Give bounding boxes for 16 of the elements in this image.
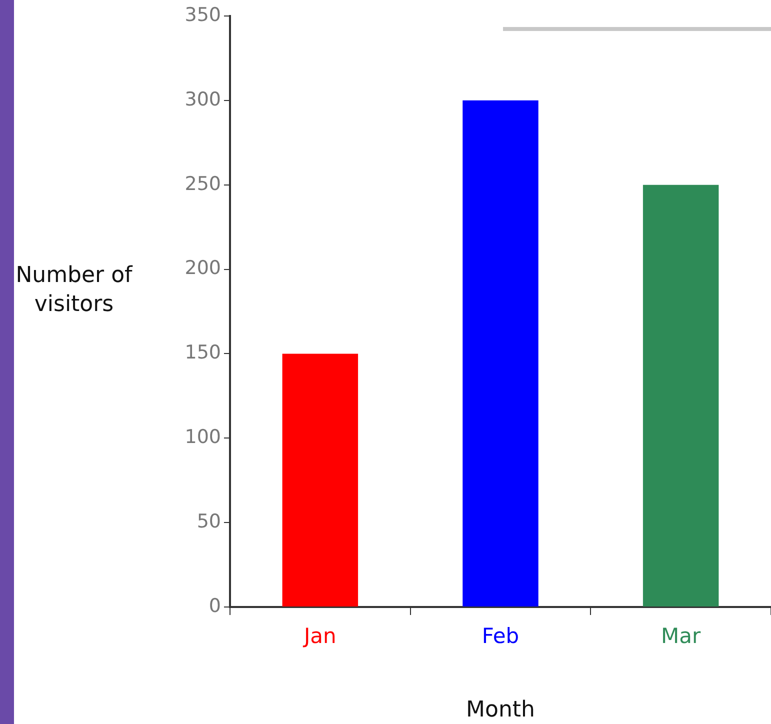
bar — [282, 354, 358, 606]
bar — [642, 184, 719, 606]
y-tick-label: 250 — [184, 172, 221, 195]
y-tick-label: 300 — [184, 88, 221, 110]
y-tick-label: 200 — [184, 257, 221, 280]
x-axis-title: Month — [466, 698, 535, 723]
x-tick-label: Jan — [302, 624, 336, 648]
bar — [462, 100, 538, 606]
x-tick-label: Feb — [482, 624, 520, 648]
x-tick-label: Mar — [661, 624, 702, 648]
y-tick-label: 50 — [196, 510, 221, 533]
y-tick-label: 100 — [184, 426, 221, 448]
y-tick-label: 350 — [184, 4, 221, 26]
y-tick-label: 0 — [208, 594, 221, 617]
y-axis-title: Number of visitors — [14, 262, 134, 319]
y-tick-label: 150 — [184, 342, 221, 364]
